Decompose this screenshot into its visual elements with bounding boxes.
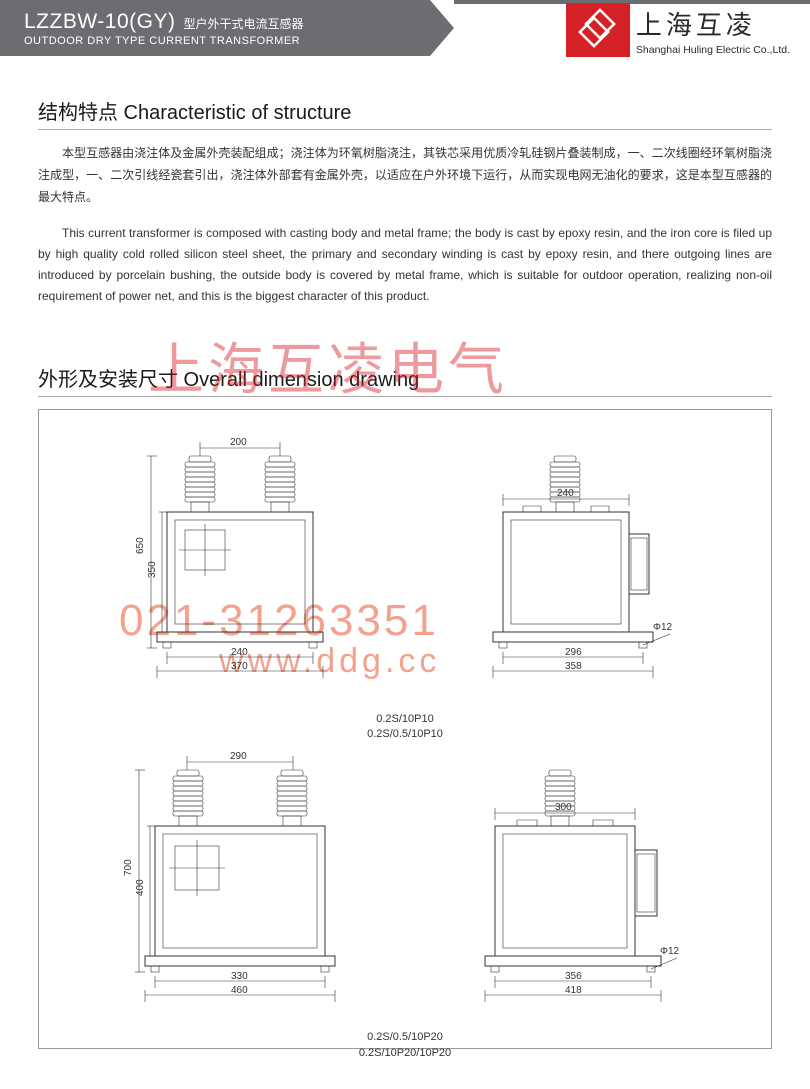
dim-label: 200: [230, 437, 247, 448]
section1-title: 结构特点 Characteristic of structure: [38, 96, 772, 130]
section1-para-cn: 本型互感器由浇注体及金属外壳装配组成；浇注体为环氧树脂浇注，其铁芯采用优质冷轧硅…: [38, 142, 772, 209]
drawing-row-2: 290: [59, 752, 751, 1022]
drawing2-front-view: 290: [105, 752, 365, 1012]
dim-label: 460: [231, 985, 248, 996]
dim-label: 296: [565, 647, 582, 658]
drawing1-caption: 0.2S/10P10 0.2S/0.5/10P10: [59, 712, 751, 743]
dim-label: 240: [231, 647, 248, 658]
dim-label: 400: [135, 879, 146, 896]
model-type-en: OUTDOOR DRY TYPE CURRENT TRANSFORMER: [24, 35, 414, 47]
header-title-block: LZZBW-10(GY) 型户外干式电流互感器 OUTDOOR DRY TYPE…: [0, 0, 430, 56]
dim-label: 650: [135, 536, 146, 553]
dim-label: 300: [555, 802, 572, 813]
drawing-row-1: 200: [59, 434, 751, 704]
brand-logo-icon: [566, 3, 630, 57]
caption-line: 0.2S/0.5/10P10: [59, 727, 751, 742]
dim-label: 418: [565, 985, 582, 996]
dim-label: 700: [123, 859, 134, 876]
header-arrow: [430, 0, 454, 56]
dim-label: 330: [231, 971, 248, 982]
model-number: LZZBW-10(GY): [24, 10, 175, 34]
dim-label: Φ12: [660, 946, 680, 957]
model-type-cn: 型户外干式电流互感器: [183, 15, 303, 32]
caption-line: 0.2S/0.5/10P20: [59, 1030, 751, 1045]
brand-name-cn: 上海互凌: [636, 5, 790, 42]
caption-line: 0.2S/10P20/10P20: [59, 1046, 751, 1061]
dim-label: 240: [557, 488, 574, 499]
dim-label: 290: [230, 751, 247, 762]
dim-label: 358: [565, 661, 582, 672]
header-brand-block: 上海互凌 Shanghai Huling Electric Co.,Ltd.: [454, 0, 810, 56]
drawing1-front-view: 200: [105, 434, 365, 694]
dim-label: 370: [231, 661, 248, 672]
brand-name-en: Shanghai Huling Electric Co.,Ltd.: [636, 44, 790, 56]
section1-para-en: This current transformer is composed wit…: [38, 223, 772, 307]
drawing1-side-view: 240 Φ12 296 358: [445, 434, 705, 694]
dim-label: 350: [147, 560, 158, 577]
page-header: LZZBW-10(GY) 型户外干式电流互感器 OUTDOOR DRY TYPE…: [0, 0, 810, 56]
caption-line: 0.2S/10P10: [59, 712, 751, 727]
section2-title: 外形及安装尺寸 Overall dimension drawing: [38, 363, 772, 397]
dim-label: 356: [565, 971, 582, 982]
dim-label: Φ12: [653, 622, 673, 633]
drawing2-caption: 0.2S/0.5/10P20 0.2S/10P20/10P20: [59, 1030, 751, 1061]
drawings-container: 021-31263351 www.ddg.cc 200: [38, 409, 772, 1049]
drawing2-side-view: 300 Φ12 356 418: [445, 752, 705, 1012]
